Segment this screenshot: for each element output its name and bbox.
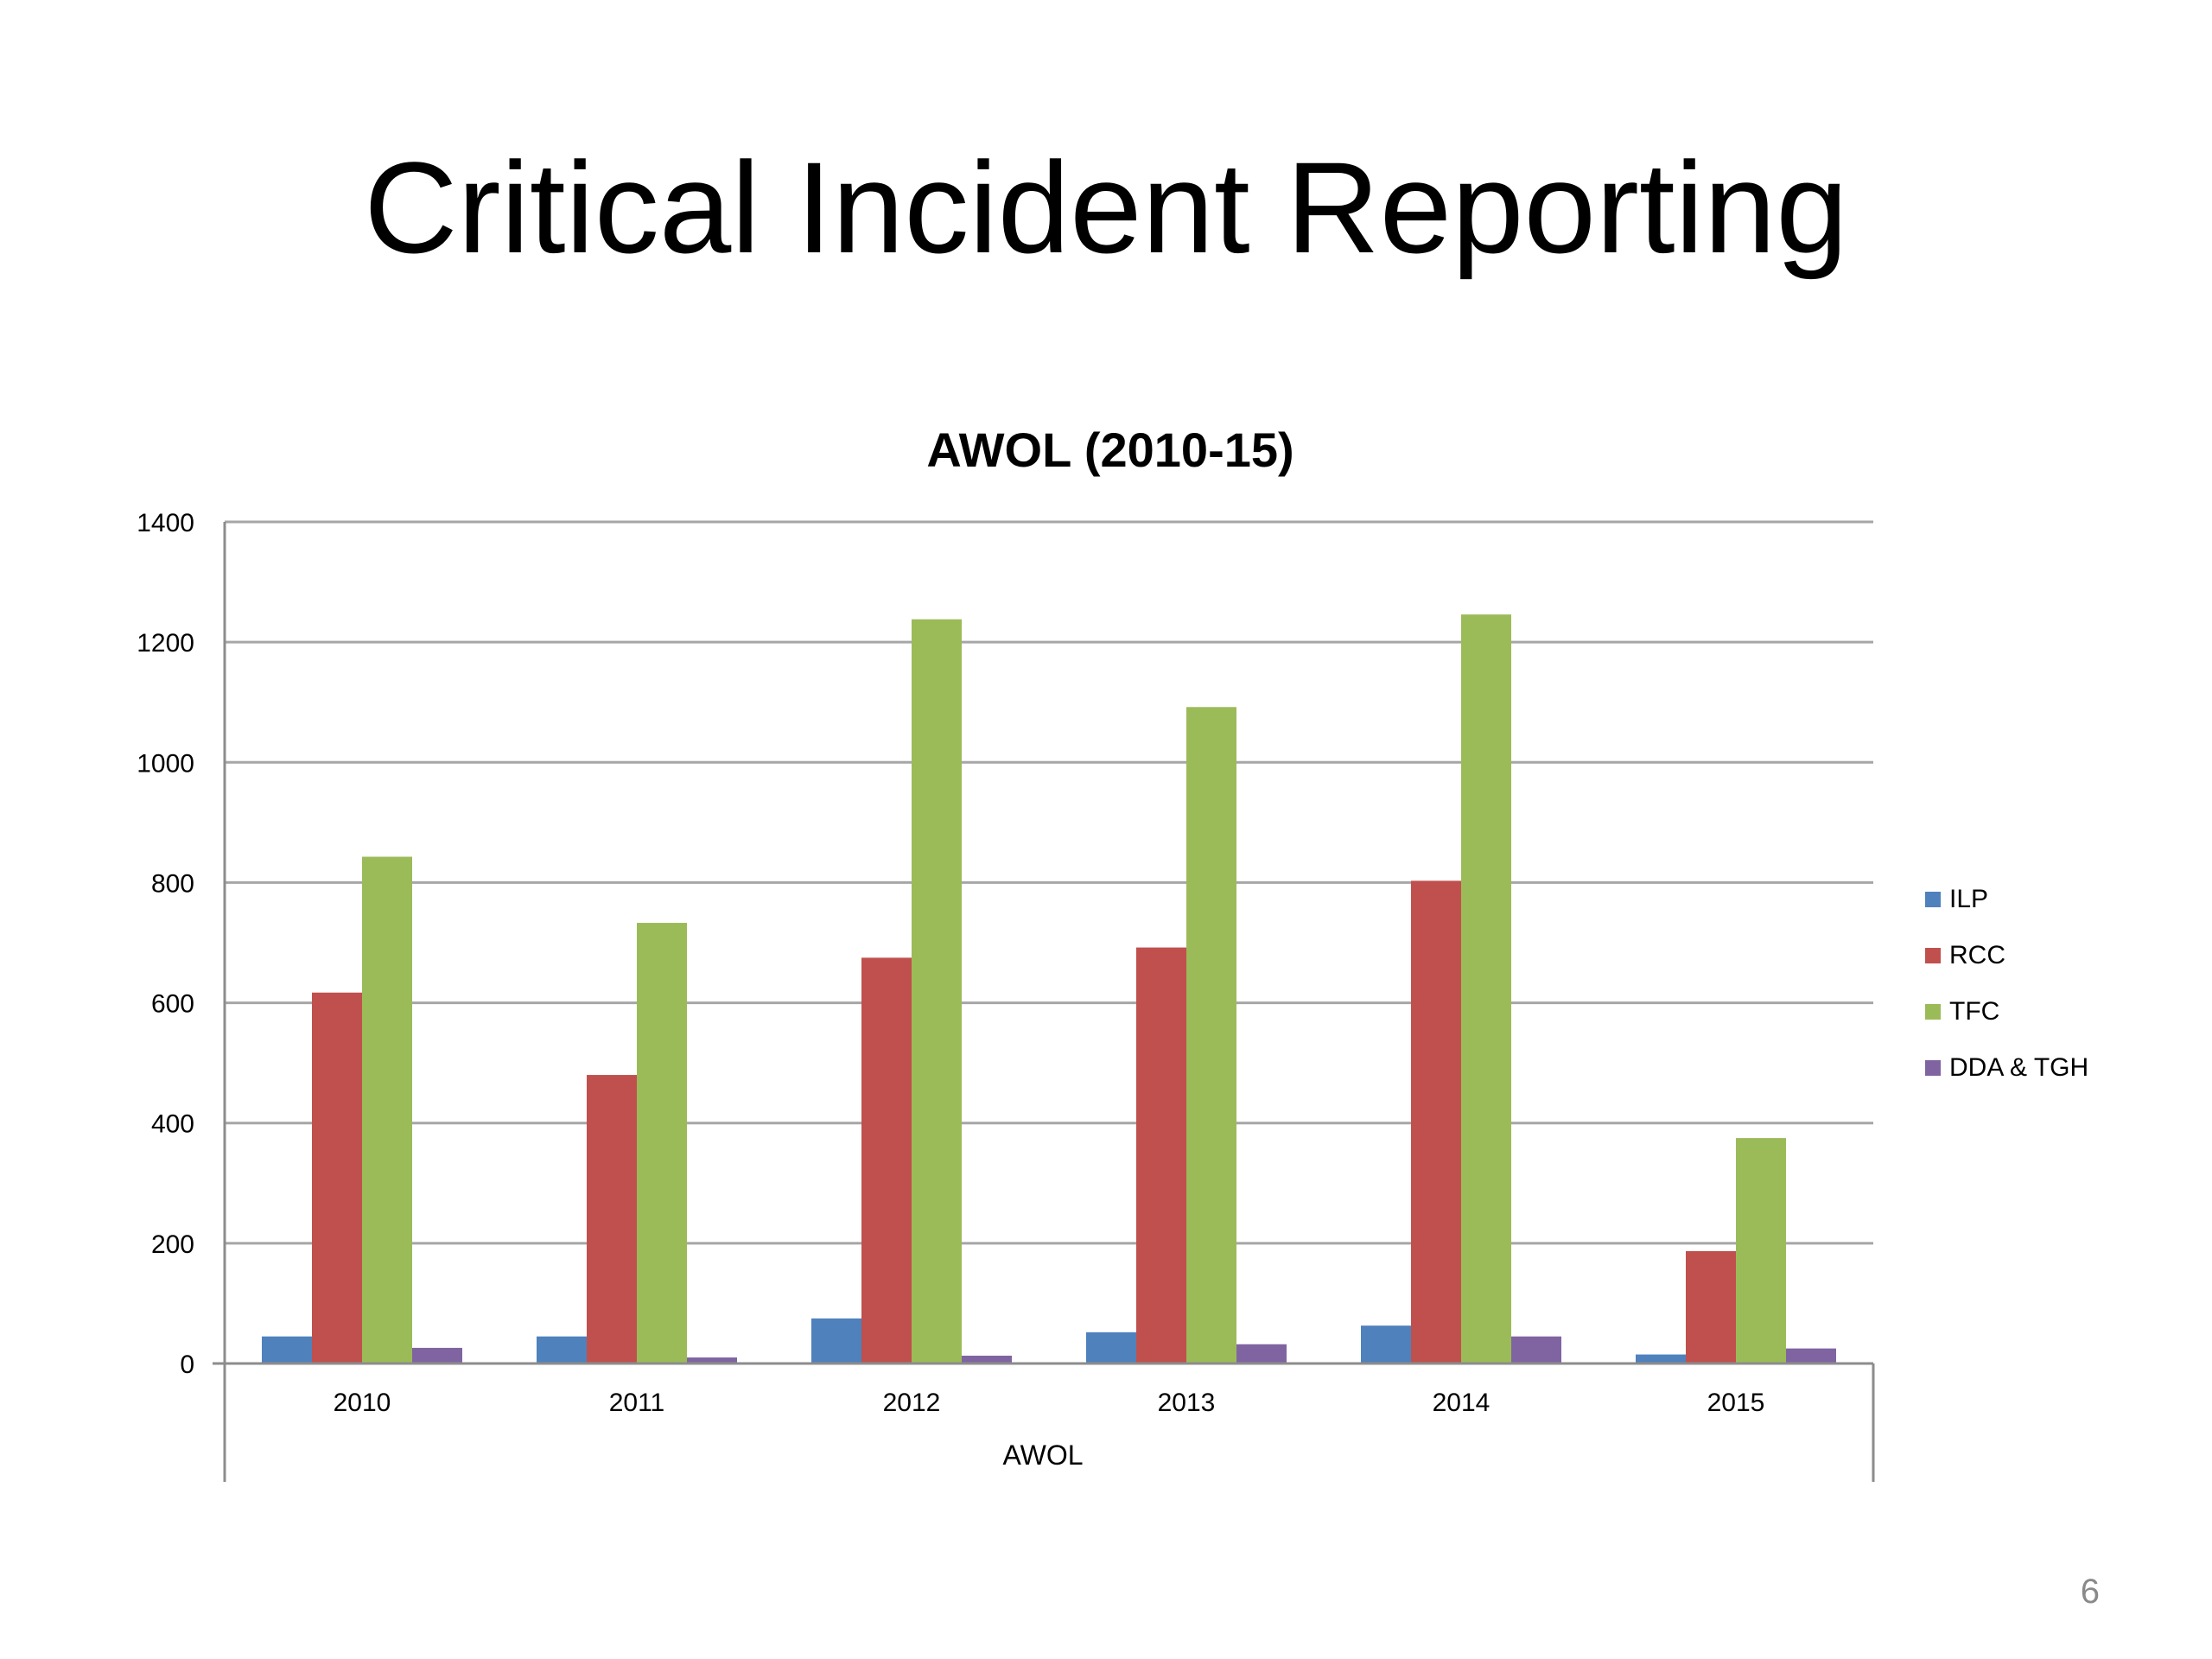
y-tick-label: 200 — [151, 1230, 194, 1259]
bar-rcc-2010 — [312, 992, 362, 1363]
bar-dda-tgh-2015 — [1786, 1348, 1836, 1363]
bar-rcc-2012 — [861, 957, 912, 1363]
slide-title: Critical Incident Reporting — [364, 135, 1848, 280]
bar-rcc-2014 — [1411, 880, 1461, 1363]
x-tick-label: 2015 — [1707, 1389, 1765, 1417]
legend-label: DDA & TGH — [1949, 1053, 2088, 1082]
page-number: 6 — [2080, 1573, 2100, 1611]
y-tick-label: 1200 — [137, 629, 194, 658]
legend-swatch — [1925, 892, 1941, 907]
legend-swatch — [1925, 1004, 1941, 1020]
bar-tfc-2012 — [912, 619, 962, 1363]
y-tick-label: 1400 — [137, 509, 194, 537]
x-tick-label: 2013 — [1158, 1389, 1216, 1417]
legend: ILP RCC TFC DDA & TGH — [1925, 885, 2088, 1082]
bar-ilp-2012 — [811, 1318, 861, 1363]
legend-label: ILP — [1949, 885, 1988, 913]
bar-rcc-2015 — [1686, 1250, 1736, 1363]
bar-ilp-2011 — [537, 1336, 587, 1363]
bar-ilp-2015 — [1636, 1354, 1686, 1363]
x-tick-label: 2010 — [334, 1389, 391, 1417]
legend-swatch — [1925, 1060, 1941, 1076]
bars — [262, 614, 1836, 1363]
x-tick-label: 2014 — [1433, 1389, 1491, 1417]
bar-tfc-2014 — [1461, 614, 1511, 1363]
axes — [213, 522, 1875, 1482]
bar-dda-tgh-2011 — [687, 1357, 737, 1363]
chart-title: AWOL (2010-15) — [926, 423, 1294, 477]
x-axis-ticks: 2010 2011 2012 2013 2014 2015 — [334, 1389, 1765, 1417]
y-tick-label: 400 — [151, 1110, 194, 1139]
legend-label: RCC — [1949, 941, 2005, 969]
bar-ilp-2013 — [1086, 1332, 1136, 1363]
bar-dda-tgh-2013 — [1236, 1344, 1287, 1363]
y-tick-label: 800 — [151, 869, 194, 898]
y-tick-label: 600 — [151, 990, 194, 1019]
bar-tfc-2010 — [362, 856, 412, 1363]
y-tick-label: 0 — [180, 1351, 194, 1379]
x-tick-label: 2012 — [883, 1389, 941, 1417]
bar-tfc-2011 — [637, 923, 687, 1363]
bar-tfc-2015 — [1736, 1138, 1786, 1363]
x-tick-label: 2011 — [609, 1389, 665, 1417]
x-axis-label: AWOL — [1002, 1440, 1083, 1471]
y-axis-ticks: 0 200 400 600 800 1000 1200 1400 — [137, 509, 194, 1379]
bar-dda-tgh-2014 — [1511, 1336, 1561, 1363]
bar-rcc-2013 — [1136, 947, 1186, 1363]
bar-rcc-2011 — [587, 1075, 637, 1363]
bar-dda-tgh-2010 — [412, 1347, 462, 1363]
bar-ilp-2014 — [1361, 1325, 1411, 1363]
legend-swatch — [1925, 948, 1941, 963]
grid-lines — [225, 520, 1873, 1365]
bar-dda-tgh-2012 — [962, 1355, 1012, 1363]
legend-label: TFC — [1949, 997, 1999, 1026]
y-tick-label: 1000 — [137, 749, 194, 778]
bar-tfc-2013 — [1186, 707, 1236, 1363]
bar-ilp-2010 — [262, 1336, 312, 1363]
